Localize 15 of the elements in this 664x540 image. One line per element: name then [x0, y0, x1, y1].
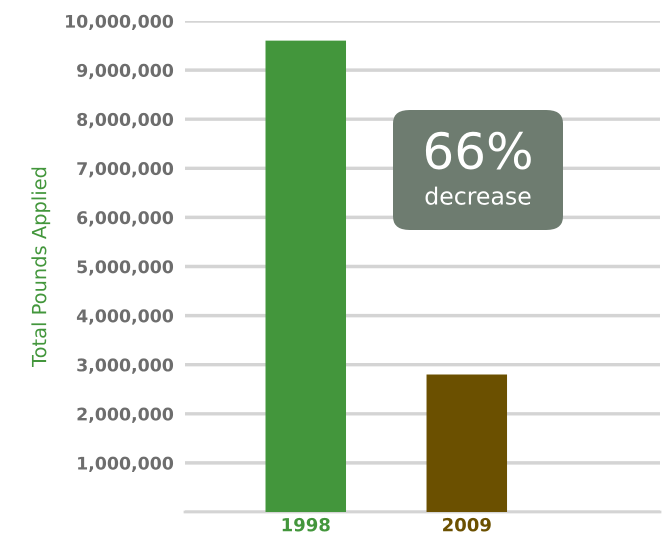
y-tick-label: 3,000,000 — [77, 358, 174, 374]
y-tick-label: 7,000,000 — [77, 162, 174, 178]
y-tick-label: 4,000,000 — [76, 309, 174, 325]
y-tick-label: 2,000,000 — [78, 408, 174, 423]
y-tick-label: 8,000,000 — [77, 112, 174, 128]
annotation: decrease — [426, 186, 530, 205]
y-tick-label: 1,000,000 — [78, 456, 174, 472]
y-tick-label: 10,000,000 — [66, 14, 174, 30]
x-tick-label: 1998 — [282, 518, 330, 532]
y-tick-label: 6,000,000 — [77, 211, 174, 226]
y-tick-label: 9,000,000 — [77, 64, 174, 80]
x-tick-label: 2009 — [443, 518, 491, 532]
y-axis-title: Total Pounds Applied — [31, 168, 50, 368]
y-tick-label: 5,000,000 — [77, 260, 174, 276]
annotation: 66% — [426, 132, 531, 170]
